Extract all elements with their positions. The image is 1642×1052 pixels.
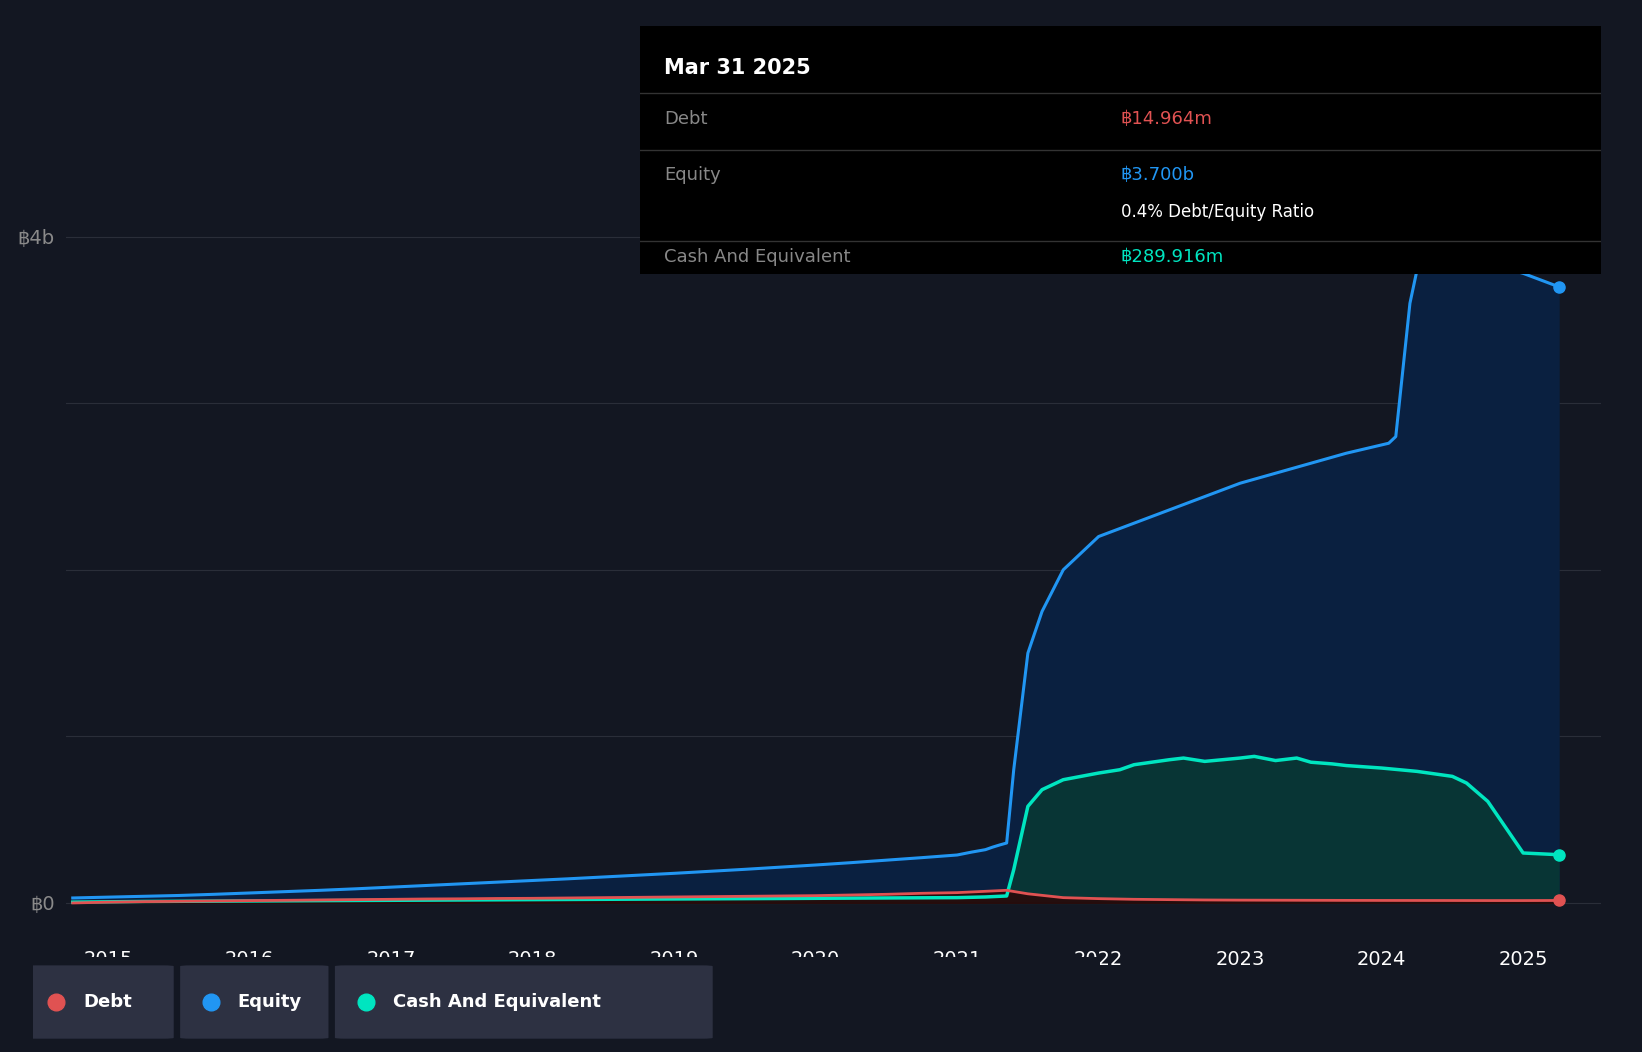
Text: Cash And Equivalent: Cash And Equivalent — [665, 248, 851, 266]
Text: Debt: Debt — [84, 993, 131, 1011]
Text: 0.4% Debt/Equity Ratio: 0.4% Debt/Equity Ratio — [1121, 203, 1314, 221]
Text: Cash And Equivalent: Cash And Equivalent — [392, 993, 601, 1011]
FancyBboxPatch shape — [181, 966, 328, 1038]
Text: Equity: Equity — [238, 993, 302, 1011]
Text: ฿14.964m: ฿14.964m — [1121, 110, 1212, 128]
FancyBboxPatch shape — [335, 966, 713, 1038]
Text: Mar 31 2025: Mar 31 2025 — [665, 59, 811, 79]
FancyBboxPatch shape — [25, 966, 174, 1038]
Text: Debt: Debt — [665, 110, 708, 128]
Text: Equity: Equity — [665, 165, 721, 184]
Text: ฿3.700b: ฿3.700b — [1121, 165, 1195, 184]
Text: ฿289.916m: ฿289.916m — [1121, 248, 1223, 266]
